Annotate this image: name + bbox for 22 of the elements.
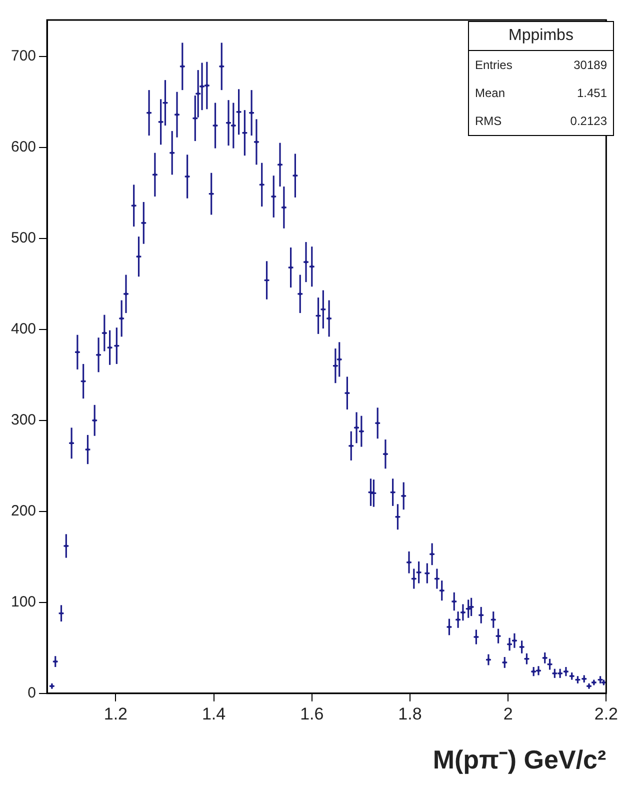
annotation: 30189 [574,58,607,72]
y-tick-label: 300 [10,412,36,429]
y-tick-label: 0 [28,684,36,702]
annotation: Mean [475,86,506,100]
x-tick-label: 2.2 [594,704,618,724]
annotation: RMS [475,114,502,128]
x-tick-label: 1.8 [398,704,422,724]
annotation: 1.451 [576,86,607,100]
y-tick-label: 200 [10,502,36,520]
x-tick-label: 1.4 [202,704,226,724]
y-tick-label: 700 [10,48,36,65]
y-tick-label: 600 [10,138,36,156]
y-tick-label: 100 [10,594,36,611]
x-tick-label: 1.2 [104,704,128,724]
annotation: Mppimbs [469,22,613,51]
y-tick-label: 500 [10,230,36,247]
annotation: Entries [475,58,512,72]
annotation: 0.2123 [570,114,607,128]
x-axis-title: M(pπ⁻) GeV/c² [432,744,607,775]
x-tick-label: 2 [503,704,513,724]
y-tick-label: 400 [10,320,36,338]
x-tick-label: 1.6 [300,704,324,724]
